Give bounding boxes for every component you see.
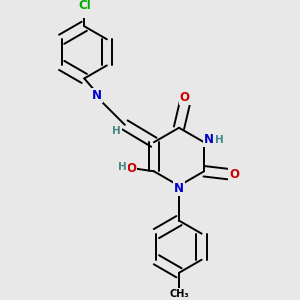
Text: H: H (215, 135, 224, 145)
Text: N: N (204, 134, 214, 146)
Text: H: H (118, 162, 127, 172)
Text: CH₃: CH₃ (169, 289, 189, 299)
Text: N: N (92, 89, 102, 102)
Text: N: N (174, 182, 184, 195)
Text: O: O (126, 162, 136, 175)
Text: O: O (180, 92, 190, 104)
Text: O: O (229, 168, 239, 181)
Text: Cl: Cl (78, 0, 91, 12)
Text: H: H (112, 126, 121, 136)
